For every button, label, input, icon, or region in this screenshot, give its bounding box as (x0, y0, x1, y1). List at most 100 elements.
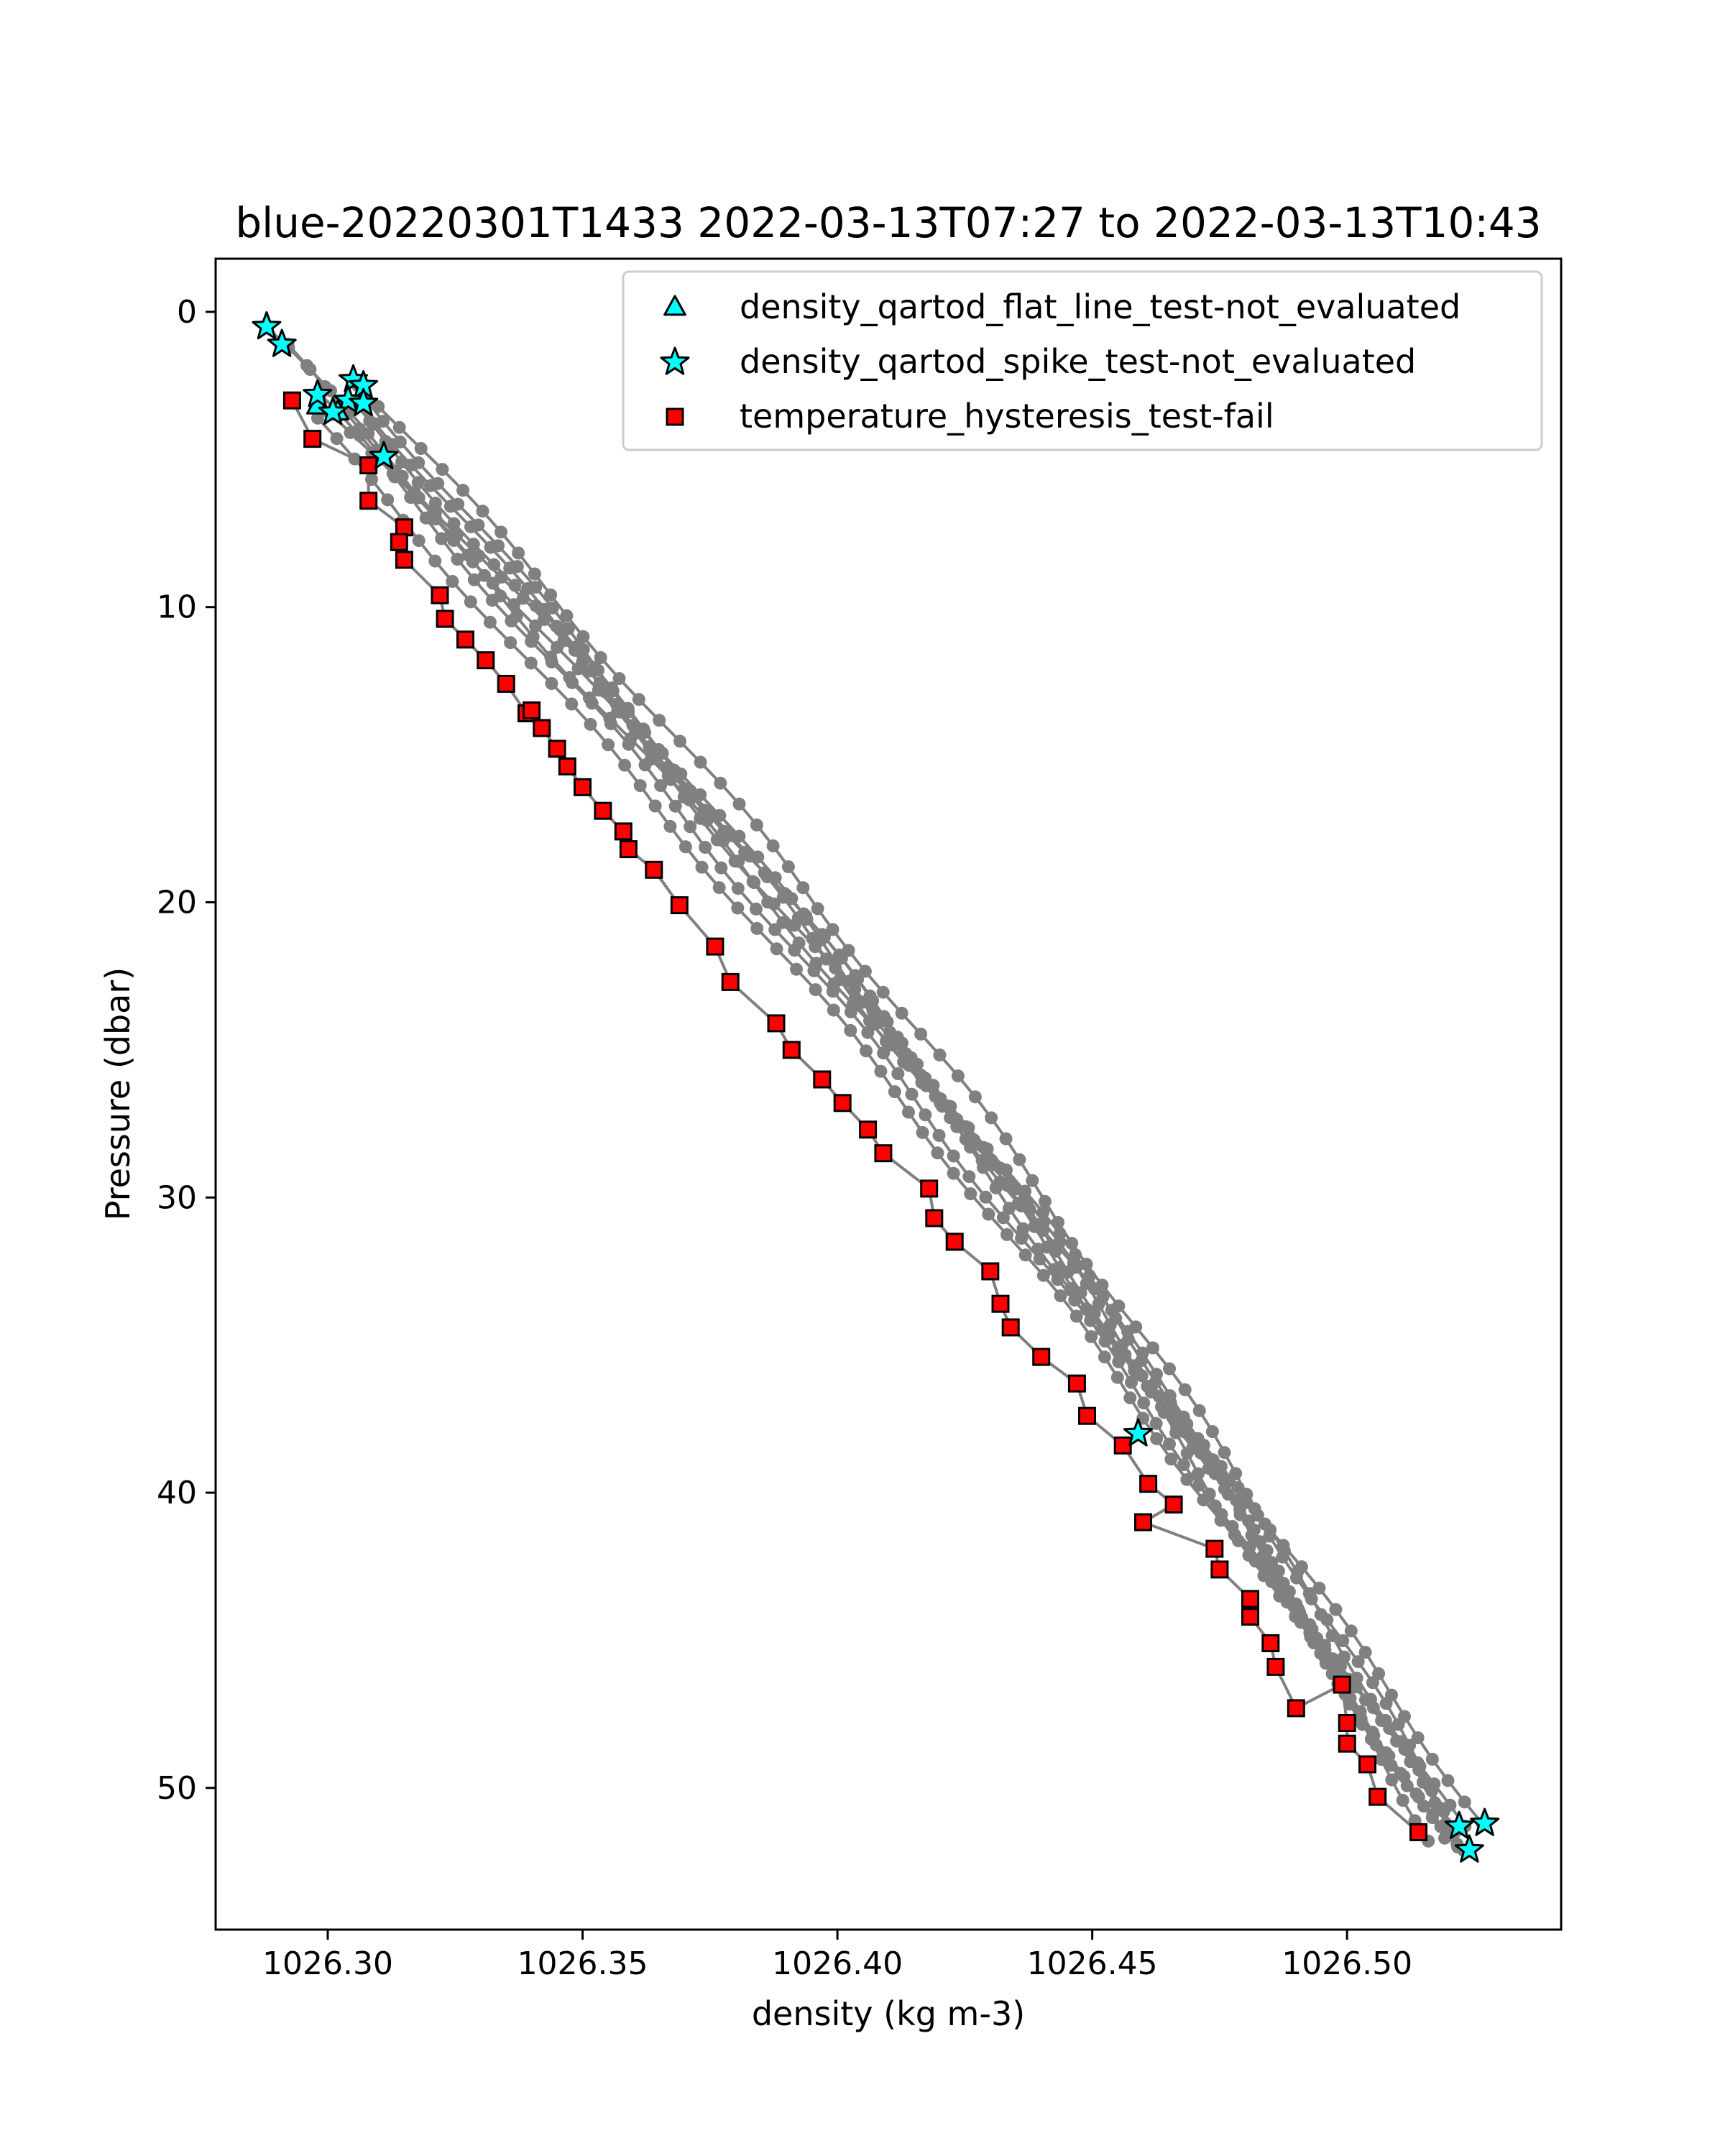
hysteresis-fail-marker (782, 1041, 801, 1059)
profile-point (510, 609, 523, 623)
profile-point (618, 758, 632, 772)
profile-point (684, 820, 697, 834)
profile-point (827, 1003, 840, 1017)
profile-point (895, 1006, 908, 1020)
profile-point (1192, 1404, 1206, 1417)
spike-marker (349, 387, 379, 416)
profile-point (507, 598, 520, 612)
profile-point (521, 582, 535, 595)
profile-point (914, 1027, 928, 1041)
profile-point (1441, 1774, 1455, 1787)
hysteresis-fail-marker (1333, 1675, 1351, 1694)
profile-point (976, 1161, 990, 1174)
profile-point (1366, 1676, 1379, 1690)
profile-point (1163, 1362, 1176, 1376)
profile-point (443, 499, 457, 513)
profile-point (1400, 1779, 1414, 1792)
profile-point (1149, 1416, 1163, 1430)
profile-point (560, 609, 574, 622)
profile-point (603, 711, 617, 725)
profile-point (891, 1067, 905, 1080)
profile-point (947, 1166, 960, 1180)
profile-point (436, 463, 449, 476)
hysteresis-fail-marker (670, 896, 689, 915)
profile-point (544, 650, 558, 664)
spike-marker (318, 397, 348, 425)
profile-point (1065, 1237, 1079, 1250)
hysteresis-fail-marker (1032, 1348, 1051, 1366)
profile-point (1110, 1370, 1124, 1384)
profile-point (951, 1069, 965, 1083)
profile-point (504, 636, 518, 650)
profile-point (1039, 1194, 1052, 1208)
profile-point (950, 1120, 964, 1133)
spike-marker (1470, 1807, 1500, 1836)
profile-point (1358, 1693, 1372, 1707)
hysteresis-fail-marker (303, 430, 322, 448)
hysteresis-fail-marker (991, 1294, 1010, 1313)
profile-point (989, 1181, 1003, 1194)
profile-point (426, 507, 440, 521)
hysteresis-fail-marker (477, 651, 495, 670)
profile-point (584, 717, 597, 731)
profile-point (1081, 1304, 1095, 1317)
profile-point (1092, 1297, 1105, 1311)
spike-marker (1454, 1834, 1484, 1863)
profile-point (796, 881, 810, 895)
profile-point (461, 548, 475, 562)
y-tick-label: 30 (157, 1179, 197, 1216)
profile-point (1000, 1227, 1013, 1241)
profile-point (668, 799, 682, 813)
profile-point (598, 685, 611, 699)
profile-point (653, 714, 666, 727)
profile-point (1305, 1592, 1318, 1606)
profile-point (1425, 1752, 1439, 1766)
profile-point (1054, 1289, 1067, 1303)
profile-point (1192, 1467, 1205, 1480)
profile-point (1080, 1258, 1093, 1271)
hysteresis-fail-marker (1368, 1787, 1387, 1806)
profile-point (811, 902, 824, 916)
profile-point (1000, 1179, 1014, 1192)
hysteresis-fail-marker (1113, 1436, 1132, 1455)
profile-point (1036, 1205, 1050, 1219)
profile-point (947, 1149, 960, 1163)
profile-point (919, 1079, 933, 1092)
profile-point (806, 931, 819, 945)
hysteresis-fail-marker (767, 1014, 786, 1033)
hysteresis-fail-marker (359, 492, 378, 510)
profile-point (792, 936, 806, 950)
profile-point (933, 1049, 947, 1061)
hysteresis-fail-marker (594, 801, 612, 820)
profile-point (1374, 1753, 1388, 1766)
profile-point (1375, 1714, 1389, 1728)
profile-point (386, 438, 400, 451)
legend-star-icon (660, 346, 690, 375)
legend-label: density_qartod_spike_test-not_evaluated (740, 342, 1416, 381)
profile-point (494, 525, 508, 539)
profile-point (1178, 1383, 1192, 1396)
profile-point (1112, 1299, 1126, 1313)
profile-point (860, 1044, 873, 1058)
legend: density_qartod_flat_line_test-not_evalua… (622, 270, 1543, 451)
profile-point (1180, 1447, 1194, 1460)
hysteresis-fail-marker (456, 630, 474, 649)
hysteresis-fail-marker (1078, 1406, 1096, 1425)
legend-box (622, 270, 1543, 451)
profile-point (1428, 1796, 1442, 1810)
hysteresis-fail-marker (614, 822, 632, 841)
profile-point (1036, 1268, 1050, 1282)
profile-point (1080, 1277, 1093, 1290)
profile-point (1263, 1529, 1276, 1543)
profile-point (935, 1100, 949, 1113)
profile-point (732, 854, 745, 868)
hysteresis-fail-marker (1139, 1475, 1158, 1493)
profile-point (1233, 1508, 1247, 1521)
profile-point (1052, 1215, 1064, 1229)
profile-point (1026, 1174, 1039, 1187)
profile-point (731, 901, 745, 915)
y-tick-label: 0 (177, 294, 197, 331)
hysteresis-fail-marker (395, 550, 413, 569)
profile-point (776, 890, 790, 904)
profile-point (1003, 1202, 1016, 1215)
